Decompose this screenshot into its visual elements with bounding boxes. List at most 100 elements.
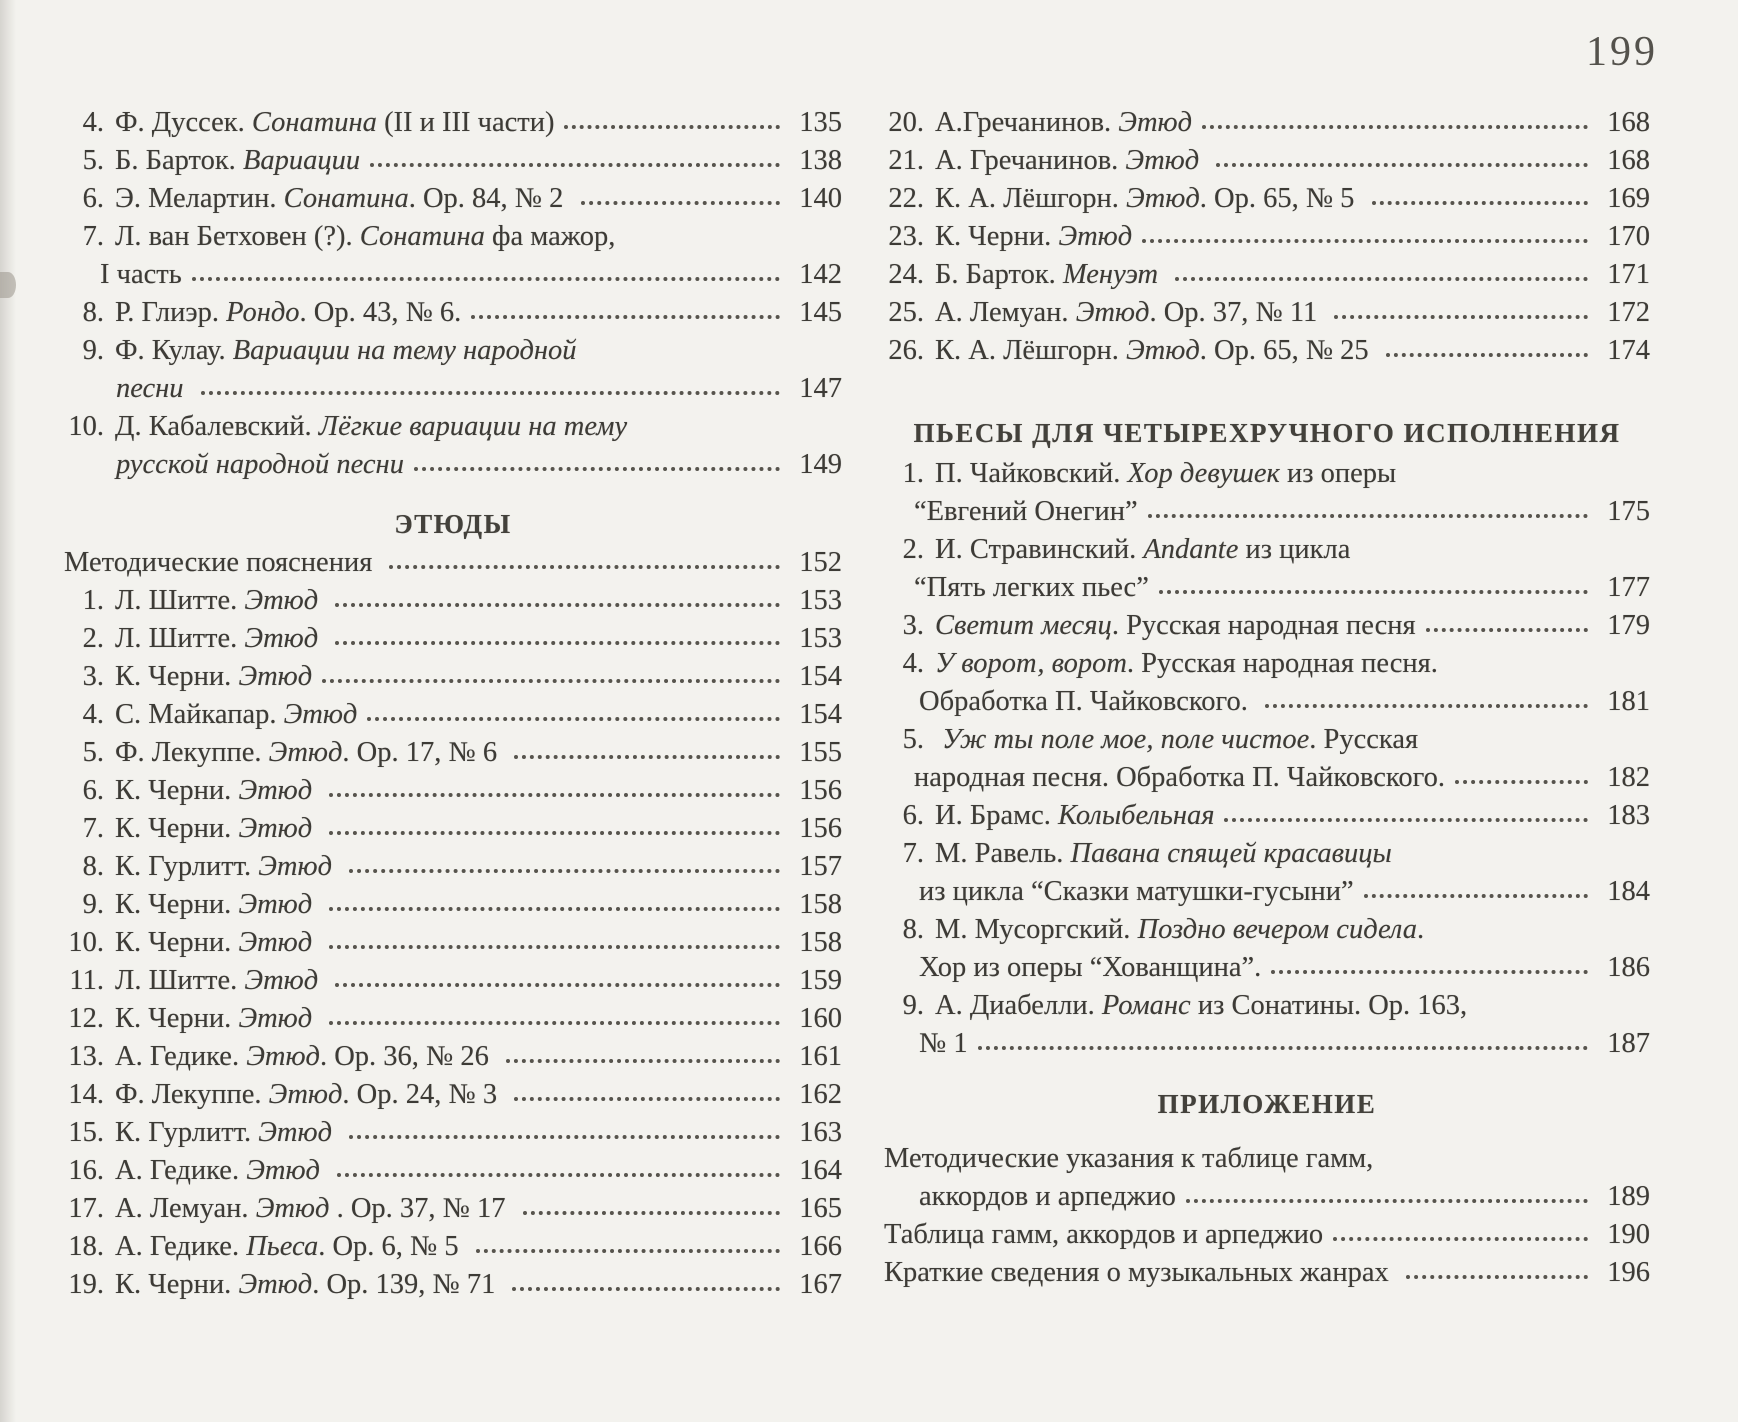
dot-leader [367,717,780,721]
dot-leader [335,603,780,607]
toc-entry-line: 22. К. А. Лёшгорн. Этюд. Ор. 65, № 5 169 [884,180,1650,218]
toc-entry-line: 13. А. Гедике. Этюд. Ор. 36, № 26 161 [64,1038,842,1076]
entry-number: 23. [888,221,924,252]
entry-text: К. Черни. Этюд [115,775,313,806]
entry-text: Р. Глиэр. Рондо. Ор. 43, № 6. [115,297,462,328]
entry-text: Л. Шитте. Этюд [115,623,319,654]
scan-edge-shadow [0,0,16,1422]
entry-number: 21. [888,145,924,176]
entry-text: Методические указания к таблице гамм, [884,1143,1374,1174]
entry-number: 9. [902,990,924,1021]
entry-page-number: 177 [1607,572,1650,603]
entry-page-number: 154 [799,661,842,692]
toc-entry-line: Хор из оперы “Хованщина”. 186 [884,949,1650,987]
dot-leader [1216,163,1588,167]
dot-leader [1202,125,1588,129]
entry-text: Б. Барток. Вариации [115,145,361,176]
entry-number: 9. [82,335,104,366]
entry-number: 6. [82,775,104,806]
entry-text: К. Черни. Этюд [935,221,1133,252]
toc-entry-line: “Пять легких пьес” 177 [884,569,1650,607]
toc-entry-line: народная песня. Обработка П. Чайковского… [884,759,1650,797]
dot-leader [370,163,780,167]
entry-text: А. Гедике. Пьеса. Ор. 6, № 5 [115,1231,466,1262]
entry-number: 9. [82,889,104,920]
entry-number: 10. [68,927,104,958]
entry-page-number: 164 [799,1155,842,1186]
toc-entry-line: Обработка П. Чайковского. 181 [884,683,1650,721]
toc-entry-line: 20. А.Гречанинов. Этюд 168 [884,104,1650,142]
toc-entry-line: 18. А. Гедике. Пьеса. Ор. 6, № 5 166 [64,1228,842,1266]
entry-page-number: 168 [1607,145,1650,176]
entry-number: 5. [82,737,104,768]
entry-number: 20. [888,107,924,138]
entry-page-number: 167 [799,1269,842,1300]
entry-text: С. Майкапар. Этюд [115,699,358,730]
dot-leader [1371,201,1588,205]
toc-entry-line: 4. Ф. Дуссек. Сонатина (II и III части) 13… [64,104,842,142]
toc-entry-line: русской народной песни 149 [64,446,842,484]
toc-entry-line: 24. Б. Барток. Менуэт 171 [884,256,1650,294]
toc-entry-line: 15. К. Гурлитт. Этюд 163 [64,1114,842,1152]
entry-text: Л. Шитте. Этюд [115,965,319,996]
entry-number: 1. [902,458,924,489]
entry-text: I часть [100,259,182,290]
entry-number: 24. [888,259,924,290]
dot-leader [1224,818,1588,822]
entry-number: 12. [68,1003,104,1034]
entry-text: Ф. Лекуппе. Этюд. Ор. 17, № 6 [115,737,505,768]
dot-leader [1147,514,1588,518]
entry-page-number: 190 [1607,1219,1650,1250]
toc-entry-line: 1. Л. Шитте. Этюд 153 [64,582,842,620]
entry-number: 1. [82,585,104,616]
entry-text: Э. Мелартин. Сонатина. Ор. 84, № 2 [115,183,571,214]
entry-page-number: 155 [799,737,842,768]
entry-text: К. Черни. Этюд [115,661,313,692]
entry-text: Б. Барток. Менуэт [935,259,1159,290]
toc-entry-line: 7. М. Равель. Павана спящей красавицы [884,835,1650,873]
entry-number: 3. [82,661,104,692]
dot-leader [1175,277,1588,281]
dot-leader [514,1097,780,1101]
entry-text: К. Черни. Этюд [115,927,313,958]
entry-page-number: 153 [799,623,842,654]
entry-number: 10. [68,411,104,442]
entry-page-number: 138 [799,145,842,176]
toc-entry-line: I часть 142 [64,256,842,294]
entry-page-number: 135 [799,107,842,138]
dot-leader [349,869,780,873]
entry-number: 17. [68,1193,104,1224]
entry-number: 4. [82,107,104,138]
entry-text: К. Черни. Этюд [115,889,313,920]
entry-number: 14. [68,1079,104,1110]
toc-entry-line: № 1 187 [884,1025,1650,1063]
dot-leader [1333,1237,1588,1241]
dot-leader [1425,628,1588,632]
entry-text: К. Черни. Этюд [115,813,313,844]
entry-number: 8. [902,914,924,945]
entry-page-number: 179 [1607,610,1650,641]
dot-leader [337,1173,780,1177]
entry-text: У ворот, ворот. Русская народная песня. [935,648,1438,679]
entry-text: “Пять легких пьес” [914,572,1149,603]
toc-entry-line: 1. П. Чайковский. Хор девушек из оперы [884,455,1650,493]
entry-text: М. Мусоргский. Поздно вечером сидела. [935,914,1425,945]
entry-page-number: 166 [799,1231,842,1262]
toc-entry-line: 5. Уж ты поле мое, поле чистое. Русская [884,721,1650,759]
toc-entry-line: 16. А. Гедике. Этюд 164 [64,1152,842,1190]
toc-column-right: 20. А.Гречанинов. Этюд 168 21. А. Гречанинов… [884,104,1650,1292]
entry-page-number: 174 [1607,335,1650,366]
entry-page-number: 152 [799,547,842,578]
toc-entry-line: 10. К. Черни. Этюд 158 [64,924,842,962]
entry-text: аккордов и арпеджио [919,1181,1176,1212]
dot-leader [1405,1275,1588,1279]
entry-number: 25. [888,297,924,328]
entry-text: Л. ван Бетховен (?). Сонатина фа мажор, [115,221,616,252]
toc-entry-line: 8. М. Мусоргский. Поздно вечером сидела. [884,911,1650,949]
entry-page-number: 170 [1607,221,1650,252]
entry-page-number: 187 [1607,1028,1650,1059]
dot-leader [1363,894,1588,898]
entry-text: Д. Кабалевский. Лёгкие вариации на тему [115,411,628,442]
entry-number: 4. [82,699,104,730]
entry-page-number: 175 [1607,496,1650,527]
